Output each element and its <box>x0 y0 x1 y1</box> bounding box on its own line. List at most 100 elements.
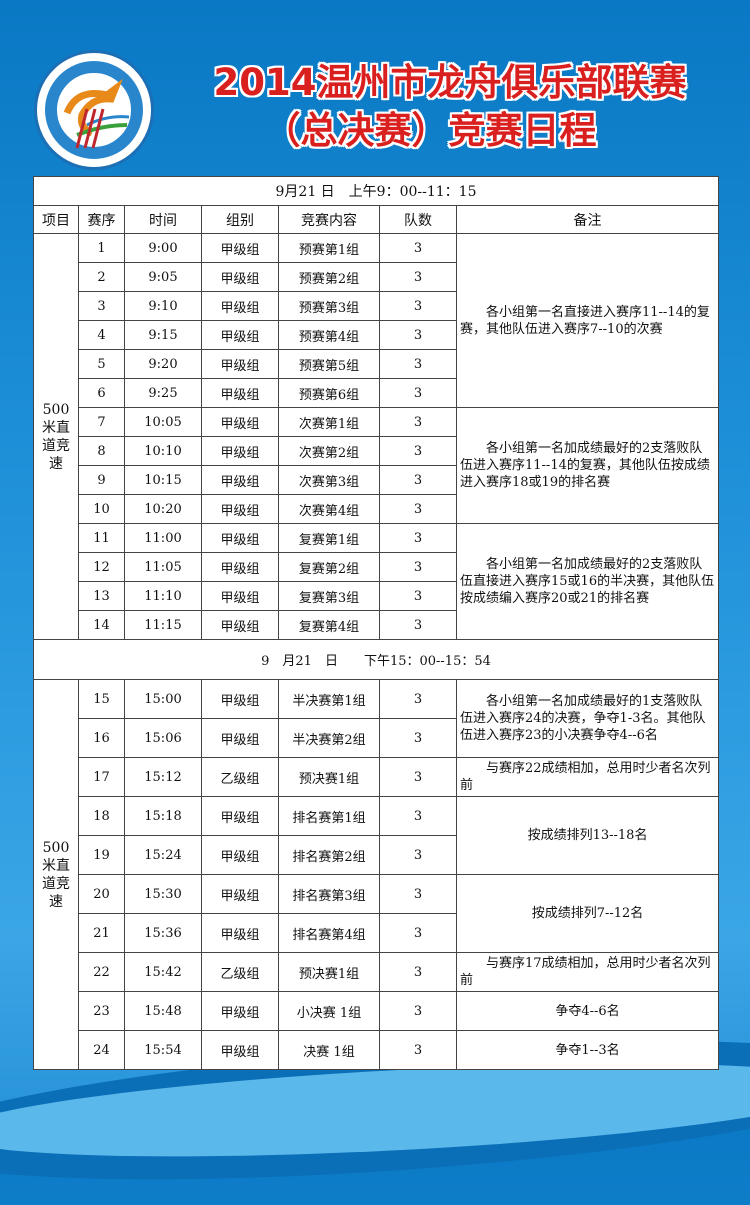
group: 甲级组 <box>201 320 279 350</box>
time: 9:15 <box>124 320 202 350</box>
table-row: 16 15:06 甲级组 半决赛第2组 3 <box>34 718 719 758</box>
group: 甲级组 <box>201 494 279 524</box>
team-count: 3 <box>379 320 457 350</box>
session-date: 9月21 日 上午9：00--11：15 <box>32 176 720 206</box>
race-number: 20 <box>78 874 125 914</box>
table-row: 21 15:36 甲级组 排名赛第4组 3 <box>34 913 719 953</box>
race-number: 23 <box>78 991 125 1031</box>
column-header: 组别 <box>201 205 279 234</box>
team-count: 3 <box>379 523 457 553</box>
race-number: 17 <box>78 757 125 797</box>
table-row: 14 11:15 甲级组 复赛第4组 3 <box>34 610 719 640</box>
race-content: 半决赛第1组 <box>278 679 380 719</box>
team-count: 3 <box>379 349 457 379</box>
team-count: 3 <box>379 874 457 914</box>
table-row: 2 9:05 甲级组 预赛第2组 3 <box>34 262 719 292</box>
race-content: 预赛第2组 <box>278 262 380 292</box>
race-content: 半决赛第2组 <box>278 718 380 758</box>
team-count: 3 <box>379 233 457 263</box>
race-content: 小决赛 1组 <box>278 991 380 1031</box>
table-row: 22 15:42 乙级组 预决赛1组 3 与赛序17成绩相加，总用时少者名次列前 <box>34 952 720 992</box>
group: 甲级组 <box>201 796 279 836</box>
race-number: 24 <box>78 1030 125 1070</box>
group: 甲级组 <box>201 991 279 1031</box>
column-header: 队数 <box>379 205 457 234</box>
table-row: 500米直道竞速 15 15:00 甲级组 半决赛第1组 3 各小组第一名加成绩最好的1支落… <box>33 679 720 1070</box>
time: 9:00 <box>124 233 202 263</box>
race-number: 9 <box>78 465 125 495</box>
time: 15:00 <box>124 679 202 719</box>
session-date: 9 月21 日 下午15：00--15：54 <box>32 639 720 680</box>
team-count: 3 <box>379 1030 457 1070</box>
team-count: 3 <box>379 991 457 1031</box>
remark-text: 各小组第一名加成绩最好的1支落败队伍进入赛序24的决赛，争夺1-3名。其他队伍进… <box>460 694 706 743</box>
race-number: 5 <box>78 349 125 379</box>
remark-text: 争夺1--3名 <box>555 1042 620 1058</box>
race-number: 6 <box>78 378 125 408</box>
table-row: 3 9:10 甲级组 预赛第3组 3 <box>34 291 719 321</box>
race-number: 12 <box>78 552 125 582</box>
table-row: 9 10:15 甲级组 次赛第3组 3 <box>34 465 719 495</box>
group: 乙级组 <box>201 952 279 992</box>
remark-text: 按成绩排列7--12名 <box>531 906 644 921</box>
team-count: 3 <box>379 610 457 640</box>
race-content: 复赛第1组 <box>278 523 380 553</box>
remark-text: 争夺4--6名 <box>555 1003 620 1019</box>
race-number: 21 <box>78 913 125 953</box>
group: 甲级组 <box>201 718 279 758</box>
table-row: 11 11:00 甲级组 复赛第1组 3 各小组第一名加成绩最好的2支落败队伍直接进入赛序… <box>34 523 720 640</box>
table-row: 500米直道竞速 1 9:00 甲级组 预赛第1组 3 各小组第一名直接进入赛序11--14… <box>33 233 720 640</box>
time: 11:10 <box>124 581 202 611</box>
race-content: 预赛第1组 <box>278 233 380 263</box>
race-number: 3 <box>78 291 125 321</box>
logo <box>34 50 154 170</box>
table-row: 17 15:12 乙级组 预决赛1组 3 与赛序22成绩相加，总用时少者名次列前 <box>34 757 720 797</box>
team-count: 3 <box>379 465 457 495</box>
remark-text: 各小组第一名直接进入赛序11--14的复赛，其他队伍进入赛序7--10的次赛 <box>460 304 710 337</box>
team-count: 3 <box>379 913 457 953</box>
race-number: 22 <box>78 952 125 992</box>
race-content: 复赛第4组 <box>278 610 380 640</box>
remark-cell: 各小组第一名加成绩最好的1支落败队伍进入赛序24的决赛，争夺1-3名。其他队伍进… <box>455 679 720 758</box>
race-number: 2 <box>78 262 125 292</box>
session-date-row: 9 月21 日 下午15：00--15：54 <box>32 639 720 680</box>
race-number: 1 <box>78 233 125 263</box>
race-content: 预赛第3组 <box>278 291 380 321</box>
group: 甲级组 <box>201 233 279 263</box>
schedule-table: 9月21 日 上午9：00--11：15 项目 赛序 时间 组别 竞赛内容 队数 备注 500米… <box>32 176 720 1070</box>
remark-text: 各小组第一名加成绩最好的2支落败队伍直接进入赛序15或16的半决赛，其他队伍按成… <box>460 557 715 606</box>
table-row: 6 9:25 甲级组 预赛第6组 3 <box>34 378 719 408</box>
remark-text: 按成绩排列13--18名 <box>527 828 648 843</box>
time: 15:12 <box>124 757 202 797</box>
table-row: 23 15:48 甲级组 小决赛 1组 3 争夺4--6名 <box>34 991 720 1031</box>
time: 11:00 <box>124 523 202 553</box>
group: 甲级组 <box>201 552 279 582</box>
column-header-row: 项目 赛序 时间 组别 竞赛内容 队数 备注 <box>33 205 720 234</box>
team-count: 3 <box>379 436 457 466</box>
remark-cell: 争夺1--3名 <box>455 1030 720 1070</box>
group: 甲级组 <box>201 407 279 437</box>
team-count: 3 <box>379 952 457 992</box>
remark-cell: 与赛序17成绩相加，总用时少者名次列前 <box>455 952 720 992</box>
race-content: 预赛第5组 <box>278 349 380 379</box>
race-content: 排名赛第1组 <box>278 796 380 836</box>
page-title: 2014温州市龙舟俱乐部联赛 <box>213 61 687 104</box>
column-header: 项目 <box>33 205 79 234</box>
group: 甲级组 <box>201 874 279 914</box>
remark-text: 与赛序22成绩相加，总用时少者名次列前 <box>460 761 711 793</box>
team-count: 3 <box>379 679 457 719</box>
race-number: 8 <box>78 436 125 466</box>
time: 15:30 <box>124 874 202 914</box>
race-number: 14 <box>78 610 125 640</box>
time: 9:10 <box>124 291 202 321</box>
time: 15:36 <box>124 913 202 953</box>
time: 11:05 <box>124 552 202 582</box>
time: 15:42 <box>124 952 202 992</box>
time: 9:25 <box>124 378 202 408</box>
race-number: 4 <box>78 320 125 350</box>
time: 15:18 <box>124 796 202 836</box>
group: 乙级组 <box>201 757 279 797</box>
project-cell: 500米直道竞速 <box>33 679 79 1070</box>
team-count: 3 <box>379 757 457 797</box>
remark-text: 与赛序17成绩相加，总用时少者名次列前 <box>460 956 711 988</box>
